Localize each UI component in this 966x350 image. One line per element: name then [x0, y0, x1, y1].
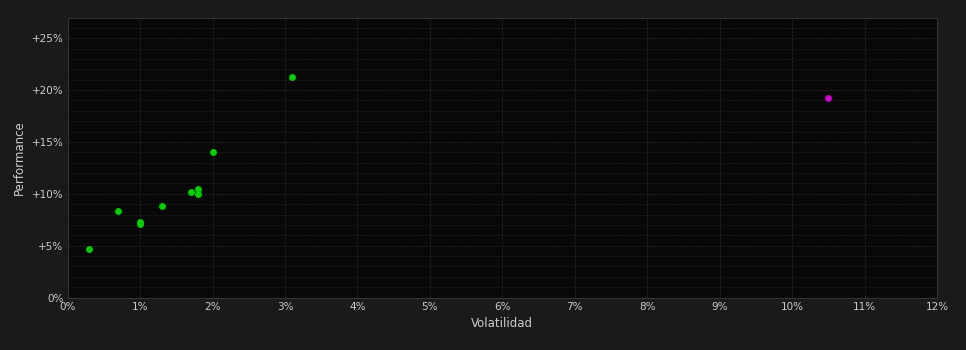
Point	[184, 189, 199, 195]
Point	[205, 149, 220, 155]
X-axis label: Volatilidad: Volatilidad	[471, 317, 533, 330]
Point	[285, 74, 300, 79]
Point	[82, 246, 97, 252]
Y-axis label: Performance: Performance	[14, 120, 26, 195]
Point	[132, 221, 148, 227]
Point	[190, 186, 206, 191]
Point	[155, 203, 170, 209]
Point	[821, 96, 837, 101]
Point	[111, 209, 126, 214]
Point	[190, 191, 206, 197]
Point	[132, 219, 148, 225]
